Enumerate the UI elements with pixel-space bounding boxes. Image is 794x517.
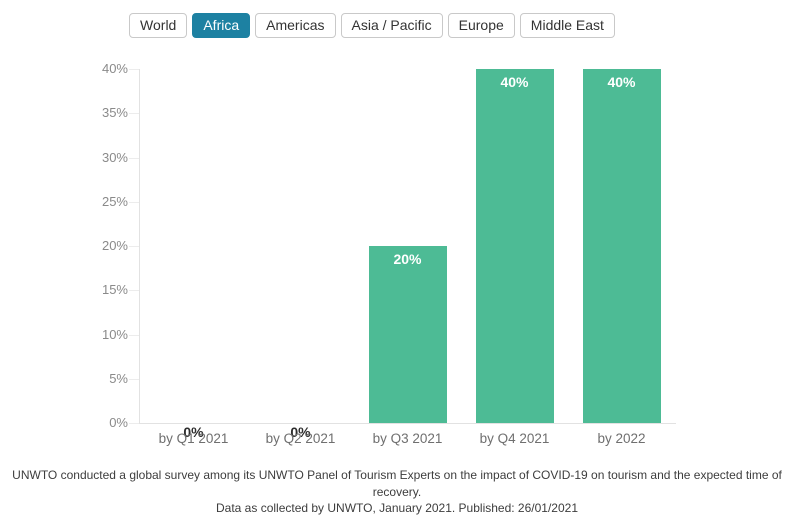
x-axis-label: by Q4 2021 (479, 431, 550, 446)
y-axis-tick-label: 5% (109, 370, 128, 386)
y-axis-tick (129, 246, 139, 247)
x-axis-label: by Q2 2021 (265, 431, 336, 446)
bar-chart: 0% 5% 10% 15% 20% 25% 30% 35% 40% 0% by Q1 2021 0% b… (101, 61, 676, 446)
footer-note-line2: Data as collected by UNWTO, January 2021… (216, 501, 578, 515)
y-axis-line (139, 69, 140, 424)
footer-note-line1: UNWTO conducted a global survey among it… (12, 468, 782, 499)
region-tabs: World Africa Americas Asia / Pacific Europe M… (0, 13, 769, 38)
tab-world[interactable]: World (129, 13, 188, 38)
x-axis-label: by Q1 2021 (158, 431, 229, 446)
y-axis-tick (129, 201, 139, 203)
y-axis-tick (129, 290, 139, 292)
y-axis-tick (129, 423, 139, 424)
tab-middle-east[interactable]: Middle East (519, 13, 615, 38)
tab-asia-pacific[interactable]: Asia / Pacific (340, 13, 443, 38)
y-axis-tick (129, 69, 139, 70)
chart-widget: { "tabs": { "items": [ {"label": "World"… (0, 13, 782, 515)
bar-value-label: 0% (290, 424, 311, 440)
y-axis-tick-label: 10% (101, 326, 128, 342)
y-axis-tick-label: 20% (101, 238, 128, 253)
bar (582, 69, 661, 423)
bar-value-label: 40% (607, 74, 636, 90)
tab-europe[interactable]: Europe (447, 13, 515, 38)
tab-africa[interactable]: Africa (192, 13, 251, 38)
bar-value-label: 0% (183, 424, 204, 440)
bar-value-label: 40% (500, 74, 529, 90)
y-axis-tick (129, 334, 139, 336)
x-axis-line (139, 423, 676, 424)
bar (368, 246, 447, 423)
y-axis-tick-label: 40% (101, 61, 128, 76)
tab-americas[interactable]: Americas (255, 13, 336, 38)
x-axis-label: by 2022 (597, 431, 646, 446)
bar-value-label: 20% (393, 251, 422, 267)
y-axis-tick-label: 35% (101, 105, 128, 121)
y-axis-tick (129, 113, 139, 115)
y-axis-tick-label: 0% (109, 415, 128, 430)
y-axis-tick (129, 157, 139, 159)
chart-footer: UNWTO conducted a global survey among it… (0, 467, 794, 517)
x-axis-label: by Q3 2021 (372, 431, 443, 446)
y-axis-tick-label: 30% (101, 149, 128, 165)
y-axis-tick-label: 15% (101, 282, 128, 298)
y-axis-tick (129, 378, 139, 380)
bar (475, 69, 554, 423)
y-axis-tick-label: 25% (101, 193, 128, 209)
